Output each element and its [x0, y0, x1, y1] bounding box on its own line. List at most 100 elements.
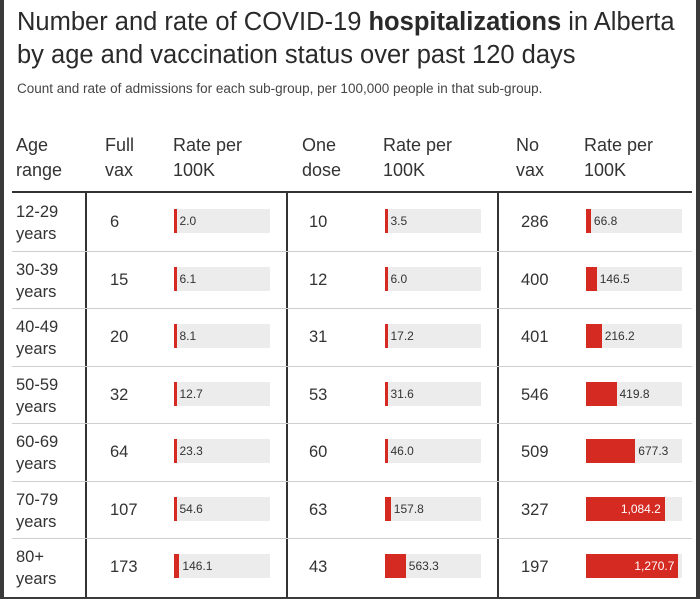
age-range-line: 70-79	[16, 490, 59, 509]
no-rate-bar	[586, 266, 597, 291]
row-divider	[12, 365, 692, 367]
one-rate-label: 3.5	[390, 214, 408, 228]
full-rate-label: 8.1	[179, 329, 197, 343]
full-rate-bar	[174, 381, 177, 406]
no-rate-bar-track: 146.5	[586, 266, 682, 291]
no-rate-label: 677.3	[638, 444, 669, 458]
full-rate-bar-track: 146.1	[174, 554, 270, 578]
age-range-line: 50-59	[16, 375, 59, 394]
no-rate-bar-track: 677.3	[586, 439, 682, 463]
full-rate-label: 12.7	[179, 386, 203, 401]
no-count-cell: 286	[521, 213, 549, 231]
age-range-line: years	[16, 340, 57, 358]
one-rate-label: 31.6	[390, 386, 414, 401]
one-rate-label: 17.2	[390, 329, 414, 343]
age-range-line: years	[16, 455, 57, 473]
column-divider-age	[85, 193, 87, 597]
one-rate-bar	[385, 324, 388, 348]
full-rate-bar-track: 6.1	[174, 266, 270, 291]
header-one-rate: Rate per 100K	[383, 135, 453, 180]
no-rate-bar	[586, 439, 636, 463]
no-rate-bar	[586, 496, 665, 521]
chart-title: Number and rate of COVID-19 hospitalizat…	[17, 8, 675, 69]
header-no-rate: Rate per 100K	[584, 135, 654, 180]
one-rate-label: 563.3	[408, 559, 439, 573]
one-rate-bar-track: 46.0	[385, 439, 481, 463]
one-count-cell: 31	[309, 328, 328, 346]
no-rate-label: 146.5	[599, 271, 630, 286]
row-divider	[12, 480, 692, 482]
full-count-cell: 20	[110, 328, 129, 346]
row-divider	[12, 538, 692, 539]
no-rate-bar-track: 419.8	[586, 381, 682, 406]
full-count-cell: 173	[110, 558, 138, 576]
no-rate-label: 419.8	[619, 386, 650, 401]
one-count-cell: 12	[309, 270, 328, 289]
age-range-line: years	[16, 282, 57, 301]
one-rate-label: 157.8	[393, 501, 424, 516]
full-rate-bar-track: 8.1	[174, 324, 270, 348]
column-divider-full	[286, 193, 288, 597]
age-range-cell: 30-39 years	[16, 259, 58, 303]
one-rate-bar	[385, 209, 388, 233]
header-age-range: Age range	[16, 135, 63, 180]
one-count-cell: 43	[309, 558, 328, 576]
age-range-line: years	[16, 570, 57, 588]
full-rate-label: 23.3	[179, 444, 203, 458]
full-rate-label: 146.1	[182, 559, 213, 573]
no-count-cell: 327	[521, 500, 549, 519]
one-rate-bar-track: 563.3	[385, 554, 481, 578]
one-count-cell: 60	[309, 443, 328, 461]
one-rate-bar	[385, 496, 391, 521]
one-rate-label: 6.0	[390, 271, 408, 286]
full-rate-bar-track: 2.0	[174, 209, 270, 233]
full-rate-label: 2.0	[179, 214, 197, 228]
no-rate-label: 1,084.2	[620, 501, 661, 516]
column-divider-one	[497, 193, 499, 597]
age-range-cell: 40-49 years	[16, 316, 58, 360]
header-one-dose: One dose	[302, 135, 342, 180]
age-range-cell: 12-29 years	[16, 201, 58, 245]
one-rate-bar-track: 6.0	[385, 266, 481, 291]
no-rate-bar-track: 1,084.2	[586, 496, 682, 521]
full-count-cell: 107	[110, 500, 138, 519]
header-rule	[12, 191, 692, 193]
full-rate-bar	[174, 554, 180, 578]
full-rate-label: 54.6	[179, 501, 203, 516]
age-range-line: 80+	[16, 548, 44, 566]
one-rate-bar	[385, 381, 388, 406]
one-rate-bar	[385, 266, 388, 291]
no-count-cell: 401	[521, 328, 549, 346]
chart-subtitle: Count and rate of admissions for each su…	[17, 81, 543, 96]
age-range-cell: 70-79 years	[16, 489, 58, 533]
age-range-cell: 50-59 years	[16, 374, 58, 418]
one-rate-bar-track: 17.2	[385, 324, 481, 348]
one-rate-bar-track: 31.6	[385, 381, 481, 406]
full-rate-bar-track: 12.7	[174, 381, 270, 406]
no-rate-label: 1,270.7	[634, 559, 675, 573]
age-range-cell: 60-69 years	[16, 431, 58, 475]
age-range-line: 30-39	[16, 260, 59, 279]
full-rate-bar-track: 23.3	[174, 439, 270, 463]
chart-card: Number and rate of COVID-19 hospitalizat…	[4, 0, 696, 597]
age-range-line: years	[16, 397, 57, 416]
full-rate-label: 6.1	[179, 271, 197, 286]
age-range-line: 40-49	[16, 318, 59, 336]
one-rate-bar-track: 3.5	[385, 209, 481, 233]
one-rate-bar-track: 157.8	[385, 496, 481, 521]
no-count-cell: 546	[521, 385, 549, 404]
no-rate-bar	[586, 324, 602, 348]
no-rate-bar-track: 66.8	[586, 209, 682, 233]
no-rate-label: 216.2	[604, 329, 635, 343]
header-full-vax: Full vax	[105, 135, 135, 180]
full-rate-bar	[174, 496, 177, 521]
one-rate-label: 46.0	[390, 444, 414, 458]
no-rate-bar	[586, 381, 617, 406]
full-rate-bar-track: 54.6	[174, 496, 270, 521]
no-rate-bar	[586, 209, 591, 233]
full-count-cell: 32	[110, 385, 129, 404]
no-count-cell: 197	[521, 558, 549, 576]
one-rate-bar	[385, 439, 388, 463]
row-divider	[12, 250, 692, 252]
full-rate-bar	[174, 266, 177, 291]
